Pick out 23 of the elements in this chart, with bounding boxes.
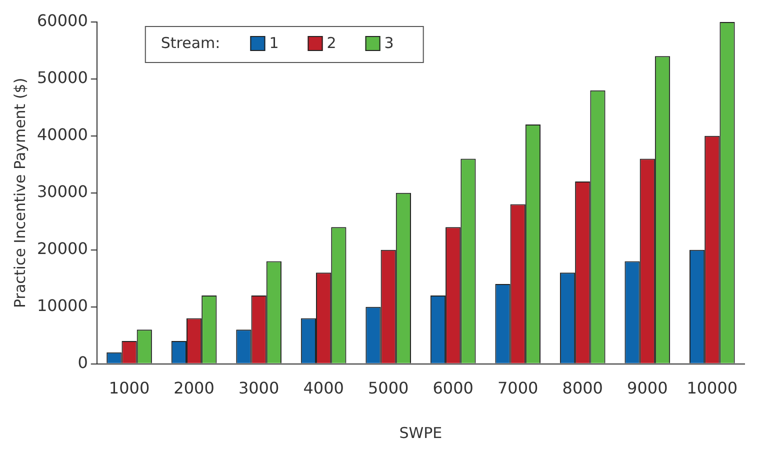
legend-title: Stream: bbox=[160, 34, 220, 52]
x-tick-label: 9000 bbox=[627, 378, 668, 398]
y-tick-label: 20000 bbox=[36, 239, 88, 258]
x-tick-label: 1000 bbox=[108, 378, 150, 398]
x-tick-label: 10000 bbox=[686, 378, 738, 398]
x-tick-label: 8000 bbox=[562, 378, 603, 398]
x-tick-label: 3000 bbox=[238, 378, 280, 398]
y-axis-title: Practice Incentive Payment ($) bbox=[10, 78, 29, 308]
y-tick-label: 30000 bbox=[36, 182, 88, 202]
y-tick-label: 40000 bbox=[36, 125, 88, 144]
legend-label: 3 bbox=[384, 34, 394, 52]
legend-label: 1 bbox=[269, 34, 279, 52]
x-tick-label: 6000 bbox=[432, 378, 474, 398]
x-tick-label: 4000 bbox=[303, 378, 344, 398]
legend-label: 2 bbox=[326, 34, 336, 52]
y-tick-label: 0 bbox=[78, 352, 88, 372]
y-tick-label: 10000 bbox=[36, 296, 88, 315]
x-tick-label: 2000 bbox=[174, 378, 214, 398]
x-axis-title: SWPE bbox=[399, 424, 442, 442]
x-tick-label: 7000 bbox=[498, 378, 538, 398]
y-tick-label: 50000 bbox=[36, 68, 88, 88]
x-tick-label: 5000 bbox=[368, 378, 409, 398]
y-tick-label: 60000 bbox=[36, 11, 88, 30]
